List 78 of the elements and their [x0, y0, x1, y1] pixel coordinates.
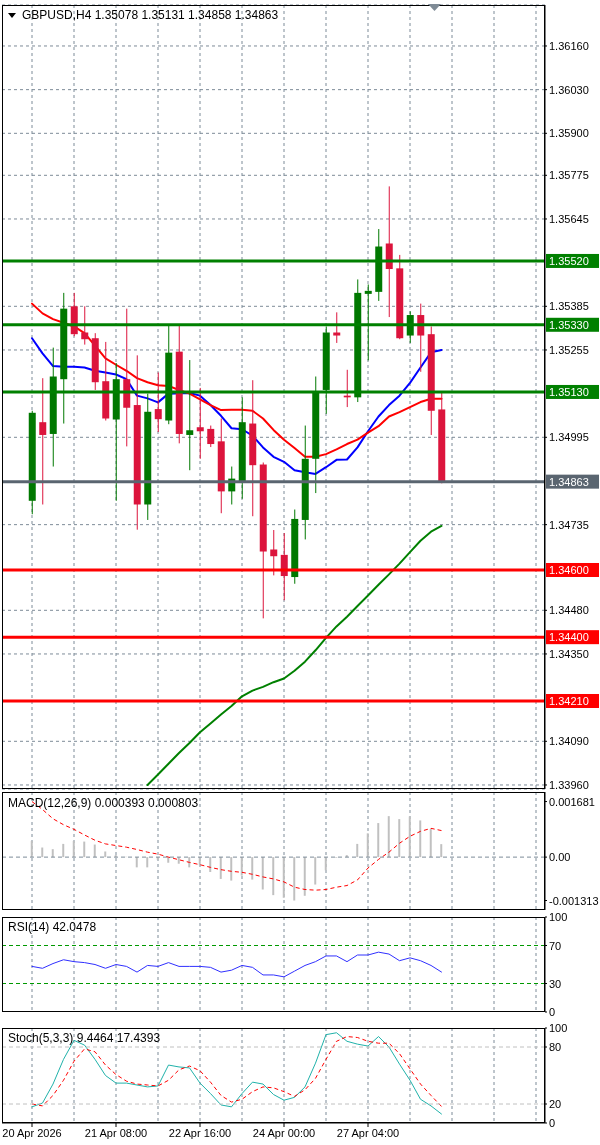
bar	[324, 857, 327, 871]
y-tick-label: 70	[549, 939, 562, 952]
candlestick	[207, 425, 215, 448]
candlestick	[154, 371, 162, 433]
bar	[377, 823, 380, 858]
line-series	[146, 524, 443, 786]
bar	[282, 857, 285, 898]
candlestick	[196, 387, 204, 460]
y-tick-label: 0	[549, 1117, 556, 1129]
y-tick-label: 1.34480	[549, 604, 589, 617]
bar	[209, 857, 212, 872]
bar	[219, 857, 222, 879]
y-tick-label: -0.001313	[549, 894, 599, 907]
ref-line-label: 1.35330	[549, 318, 589, 331]
line-series	[31, 951, 442, 978]
chart-title: Stoch(5,3,3) 9.4464 17.4393	[8, 1031, 161, 1045]
bar	[240, 857, 243, 876]
bar	[366, 833, 369, 858]
bar	[230, 857, 233, 881]
y-tick-label: 80	[549, 1041, 562, 1053]
y-tick-label: 1.36030	[549, 83, 589, 96]
bar	[398, 819, 401, 858]
bar	[261, 857, 264, 890]
bar	[303, 857, 306, 896]
bar	[62, 843, 65, 858]
line-series	[31, 337, 443, 475]
ref-line-label: 1.34600	[549, 563, 589, 576]
y-tick-label: 1.35255	[549, 343, 589, 356]
bar	[408, 816, 411, 858]
y-tick-label: 1.34350	[549, 647, 589, 660]
x-tick-label: 21 Apr 08:00	[84, 1127, 148, 1139]
bar	[30, 840, 33, 858]
bar	[83, 841, 86, 858]
x-tick-label: 20 Apr 2026	[2, 1127, 62, 1139]
chart-title: MACD(12,26,9) 0.000393 0.000803	[8, 796, 199, 810]
bar	[72, 840, 75, 858]
bar	[251, 857, 254, 880]
ref-line-label: 1.35130	[549, 385, 589, 398]
chart-title: GBPUSD,H4 1.35078 1.35131 1.34858 1.34863	[22, 8, 279, 22]
bar	[387, 816, 390, 858]
candlestick	[333, 311, 341, 344]
ref-line-label: 1.34210	[549, 694, 589, 707]
ref-line-label: 1.34400	[549, 631, 589, 644]
bar	[314, 857, 317, 885]
y-tick-label: 1.35775	[549, 169, 589, 182]
bar	[429, 829, 432, 858]
bar	[272, 857, 275, 896]
bar	[293, 857, 296, 901]
y-tick-label: 1.34090	[549, 735, 589, 748]
chart-title: RSI(14) 42.0478	[8, 920, 97, 934]
y-tick-label: 100	[549, 1022, 568, 1034]
y-tick-label: 100	[549, 911, 568, 923]
ref-line-label: 1.35520	[549, 254, 589, 267]
y-tick-label: 1.33960	[549, 778, 589, 791]
y-tick-label: 1.35645	[549, 212, 589, 225]
y-tick-label: 0.00	[549, 851, 571, 864]
bar	[135, 857, 138, 868]
y-tick-label: 1.36160	[549, 39, 589, 52]
y-tick-label: 30	[549, 977, 562, 990]
candlestick	[39, 377, 47, 505]
x-tick-label: 27 Apr 04:00	[336, 1127, 400, 1139]
bar	[356, 843, 359, 858]
y-tick-label: 0.001681	[549, 795, 595, 808]
x-tick-label: 24 Apr 00:00	[252, 1127, 316, 1139]
y-tick-label: 1.34735	[549, 518, 589, 531]
y-tick-label: 1.35900	[549, 127, 589, 140]
ref-line-label: 1.34863	[549, 475, 589, 488]
y-tick-label: 1.35385	[549, 300, 589, 313]
bar	[419, 820, 422, 858]
y-tick-label: 1.34995	[549, 431, 589, 444]
bar	[104, 851, 107, 858]
x-tick-label: 22 Apr 16:00	[168, 1127, 232, 1139]
bar	[41, 847, 44, 858]
y-tick-label: 0	[549, 1006, 556, 1018]
line-series	[31, 302, 443, 458]
y-tick-label: 20	[549, 1098, 562, 1110]
bar	[440, 844, 443, 858]
bar	[146, 857, 149, 868]
